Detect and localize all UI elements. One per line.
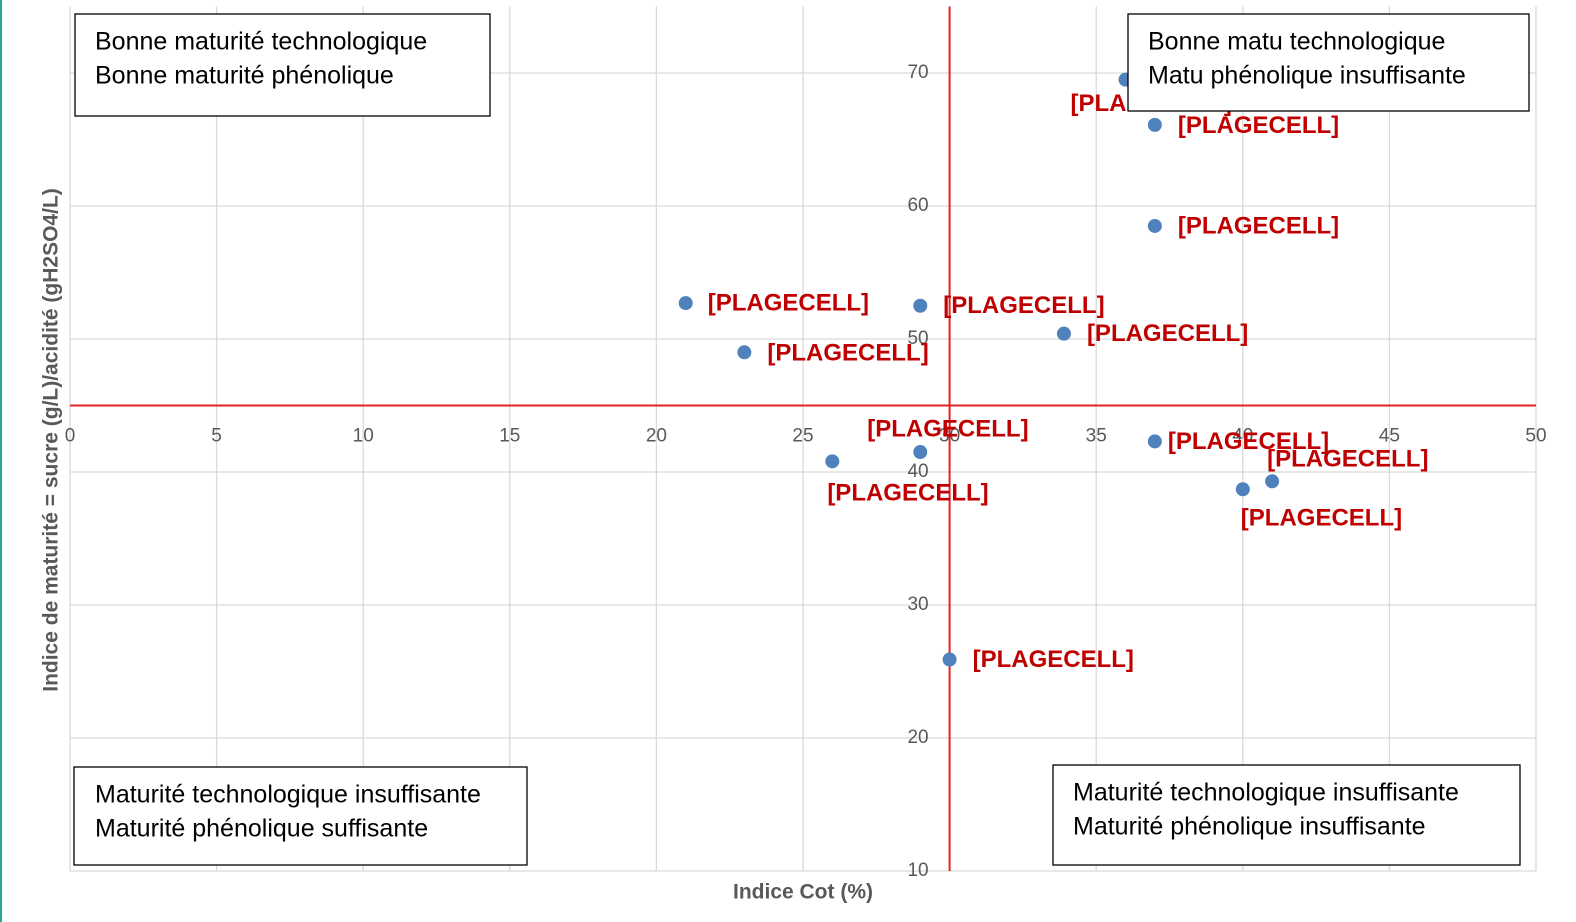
annotation-text: Maturité phénolique insuffisante <box>1073 813 1426 841</box>
point-label: [PLAGECELL] <box>943 292 1104 319</box>
x-tick-label: 50 <box>1525 426 1546 447</box>
point <box>825 454 840 469</box>
annotation-text: Bonne matu technologique <box>1148 28 1445 56</box>
point-label: [PLAGECELL] <box>1241 505 1402 532</box>
x-tick-label: 10 <box>353 426 374 447</box>
point <box>942 652 957 667</box>
annotation-box <box>1127 13 1530 112</box>
point-label: [PLAGECELL] <box>767 340 928 367</box>
point <box>1147 434 1162 449</box>
x-axis-title: Indice Cot (%) <box>733 881 873 904</box>
point-label: [PLAGECELL] <box>1168 428 1329 455</box>
annotation-box <box>74 13 491 117</box>
point <box>1056 326 1071 341</box>
x-tick-label: 30 <box>939 426 960 447</box>
point <box>1147 218 1162 233</box>
y-tick-label: 20 <box>907 727 928 748</box>
y-tick-label: 70 <box>907 62 928 83</box>
y-tick-label: 60 <box>907 195 928 216</box>
x-tick-label: 35 <box>1086 426 1107 447</box>
y-tick-label: 50 <box>907 328 928 349</box>
point <box>913 445 928 460</box>
x-tick-label: 45 <box>1379 426 1400 447</box>
point <box>1147 117 1162 132</box>
point-label: [PLAGECELL] <box>1267 446 1428 473</box>
x-tick-label: 5 <box>211 426 222 447</box>
x-tick-label: 20 <box>646 426 667 447</box>
point-label: [PLAGECELL] <box>1178 112 1339 139</box>
y-tick-label: 10 <box>907 860 928 881</box>
y-axis-title: Indice de maturité = sucre (g/L)/acidité… <box>40 188 63 692</box>
point-label: [PLAGECELL] <box>1178 212 1339 239</box>
annotation-box <box>73 766 528 866</box>
point <box>678 296 693 311</box>
point <box>1265 474 1280 489</box>
y-tick-label: 30 <box>907 594 928 615</box>
x-tick-label: 0 <box>65 426 76 447</box>
y-tick-label: 40 <box>907 461 928 482</box>
point-label: [PLAGECELL] <box>827 480 988 507</box>
x-tick-label: 15 <box>499 426 520 447</box>
annotation-box <box>1052 764 1521 866</box>
point-label: [PLAGECELL] <box>708 289 869 316</box>
point-label: [PLAGECELL] <box>1087 320 1248 347</box>
annotation-text: Bonne maturité technologique <box>95 28 427 56</box>
x-tick-label: 25 <box>792 426 813 447</box>
point <box>1235 482 1250 497</box>
point <box>913 298 928 313</box>
point-label: [PLAGECELL] <box>867 415 1028 442</box>
annotation-text: Maturité phénolique suffisante <box>95 815 428 843</box>
annotation-text: Maturité technologique insuffisante <box>95 781 481 809</box>
point-label: [PLAGECELL] <box>973 646 1134 673</box>
x-tick-label: 40 <box>1232 426 1253 447</box>
annotation-text: Matu phénolique insuffisante <box>1148 62 1466 90</box>
point <box>737 345 752 360</box>
annotation-text: Maturité technologique insuffisante <box>1073 779 1459 807</box>
annotation-text: Bonne maturité phénolique <box>95 62 394 90</box>
